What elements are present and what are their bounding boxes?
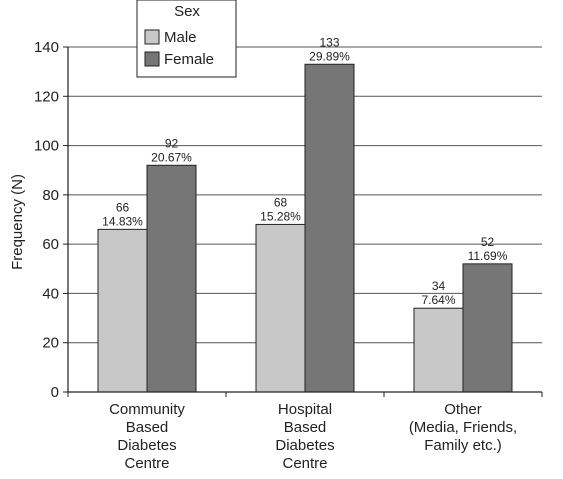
- data-label-value: 92: [165, 136, 179, 150]
- y-tick-label: 100: [34, 138, 59, 155]
- data-label-value: 133: [319, 35, 339, 49]
- data-label-percent: 15.28%: [260, 209, 301, 223]
- x-axis: CommunityBasedDiabetesCentreHospitalBase…: [67, 391, 543, 472]
- bar-female: [462, 263, 513, 393]
- category-label: Family etc.): [424, 437, 502, 454]
- data-label-value: 68: [274, 195, 288, 209]
- data-label-value: 66: [116, 200, 130, 214]
- data-label-percent: 29.89%: [309, 49, 350, 63]
- bar-female: [304, 63, 355, 393]
- y-tick-label: 20: [42, 335, 59, 352]
- y-axis-title: Frequency (N): [9, 174, 26, 270]
- data-label-percent: 11.69%: [468, 249, 508, 263]
- y-tick-label: 60: [42, 236, 59, 253]
- category-label: Other: [444, 401, 482, 418]
- category-label: Diabetes: [117, 437, 176, 454]
- bar-male: [413, 307, 464, 393]
- y-tick-label: 0: [51, 384, 59, 401]
- y-tick-label: 140: [34, 39, 59, 56]
- bar-female: [146, 164, 197, 393]
- legend-title: Sex: [174, 3, 200, 20]
- legend: Sex Male Female: [136, 0, 237, 78]
- y-axis: 0 20 40 60 80 100 120 140: [34, 39, 69, 401]
- category-label: Hospital: [278, 401, 332, 418]
- data-label-value: 34: [432, 279, 446, 293]
- data-label-percent: 7.64%: [421, 293, 455, 307]
- category-label: Based: [284, 419, 327, 436]
- legend-label-male: Male: [164, 29, 197, 46]
- y-tick-label: 120: [34, 88, 59, 105]
- category-label: Community: [109, 401, 185, 418]
- data-label-percent: 14.83%: [102, 214, 143, 228]
- category-label: (Media, Friends,: [409, 419, 517, 436]
- data-label-percent: 20.67%: [151, 150, 192, 164]
- legend-label-female: Female: [164, 51, 214, 68]
- bar-male: [97, 228, 148, 393]
- y-tick-label: 40: [42, 285, 59, 302]
- bar-male: [255, 223, 306, 393]
- category-label: Centre: [282, 455, 327, 472]
- legend-swatch-male: [144, 29, 160, 45]
- category-label: Centre: [124, 455, 169, 472]
- legend-swatch-female: [144, 51, 160, 67]
- data-label-value: 52: [481, 235, 495, 249]
- category-label: Diabetes: [275, 437, 334, 454]
- y-tick-label: 80: [42, 187, 59, 204]
- category-label: Based: [126, 419, 169, 436]
